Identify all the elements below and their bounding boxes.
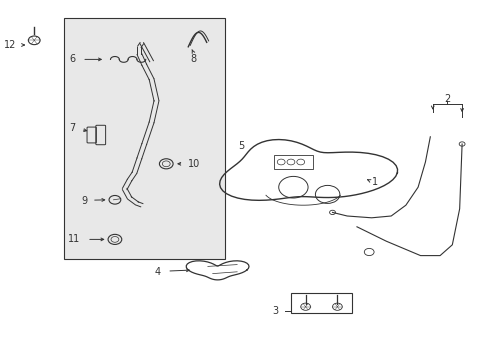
Text: 9: 9	[81, 195, 87, 206]
Text: 5: 5	[238, 141, 244, 151]
Bar	[290, 293, 351, 313]
Text: 3: 3	[272, 306, 278, 316]
Bar	[273, 155, 312, 169]
Text: 1: 1	[371, 177, 377, 187]
Text: 2: 2	[444, 94, 449, 104]
Bar	[63, 18, 224, 259]
Text: 11: 11	[68, 234, 81, 244]
Text: 8: 8	[190, 54, 196, 64]
Text: 4: 4	[154, 267, 160, 277]
Text: 10: 10	[188, 159, 200, 169]
Text: 12: 12	[4, 40, 16, 50]
Text: 7: 7	[69, 123, 76, 133]
Text: 6: 6	[69, 54, 76, 64]
